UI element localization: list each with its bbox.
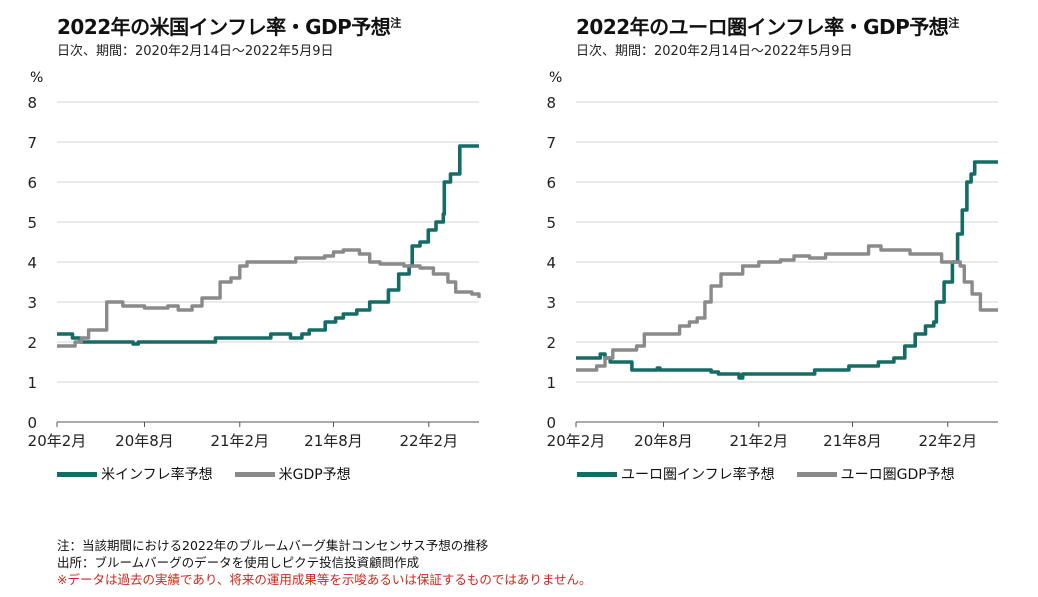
x-tick-label: 20年8月 xyxy=(634,432,693,450)
y-tick-label: 2 xyxy=(27,334,37,352)
us-chart-plot: 0 1 2 3 4 5 6 7 8 20年2月 20年8月 21年2月 21年8月 22年2月 xyxy=(27,94,481,450)
legend-item: ユーロ圏インフレ率予想 xyxy=(577,464,775,484)
footnotes: 注：当該期間における2022年のブルームバーグ集計コンセンサス予想の推移 出所：… xyxy=(57,537,591,588)
chart-title: 2022年のユーロ圏インフレ率・GDP予想注 xyxy=(576,15,959,39)
x-tick-label: 20年2月 xyxy=(28,432,87,450)
y-axis-unit: % xyxy=(30,70,44,86)
legend-label: 米GDP予想 xyxy=(278,467,351,483)
chart-subtitle: 日次、期間：2020年2月14日～2022年5月9日 xyxy=(57,44,334,59)
y-tick-label: 7 xyxy=(546,134,556,152)
y-tick-label: 8 xyxy=(27,94,37,112)
y-tick-label: 5 xyxy=(546,214,556,232)
legend-label: ユーロ圏インフレ率予想 xyxy=(621,467,775,483)
legend-label: 米インフレ率予想 xyxy=(101,467,213,483)
y-axis-unit: % xyxy=(549,70,563,86)
x-tick-label: 20年8月 xyxy=(115,432,174,450)
y-tick-label: 4 xyxy=(546,254,556,272)
gdp-forecast-line xyxy=(576,244,998,372)
y-tick-label: 4 xyxy=(27,254,37,272)
title-note-mark: 注 xyxy=(948,16,959,30)
eurozone-chart-plot: 0 1 2 3 4 5 6 7 8 20年2月 20年8月 21年2月 21年8月 22年2月 xyxy=(546,94,998,450)
y-tick-label: 0 xyxy=(27,414,37,432)
x-tick-label: 21年8月 xyxy=(823,432,882,450)
y-tick-label: 1 xyxy=(546,374,556,392)
legend-swatch xyxy=(577,471,617,477)
y-tick-label: 7 xyxy=(27,134,37,152)
legend-item: 米GDP予想 xyxy=(234,464,351,484)
y-tick-label: 3 xyxy=(27,294,37,312)
footnote-note: 注：当該期間における2022年のブルームバーグ集計コンセンサス予想の推移 xyxy=(57,538,489,553)
footnote-source: 出所：ブルームバーグのデータを使用しピクテ投信投資顧問作成 xyxy=(57,555,420,570)
footnote-disclaimer: ※データは過去の実績であり、将来の運用成果等を示唆あるいは保証するものではありま… xyxy=(57,572,592,587)
gdp-forecast-line xyxy=(57,248,481,348)
x-tick-label: 21年8月 xyxy=(304,432,363,450)
y-tick-label: 3 xyxy=(546,294,556,312)
legend-swatch xyxy=(57,471,97,477)
chart-legend: ユーロ圏インフレ率予想 ユーロ圏GDP予想 xyxy=(577,464,977,484)
legend-item: ユーロ圏GDP予想 xyxy=(796,464,955,484)
x-tick-label: 21年2月 xyxy=(210,432,269,450)
us-chart-panel: 2022年の米国インフレ率・GDP予想注 日次、期間：2020年2月14日～20… xyxy=(0,0,519,500)
x-tick-label: 21年2月 xyxy=(729,432,788,450)
y-tick-label: 5 xyxy=(27,214,37,232)
inflation-forecast-line xyxy=(57,144,479,346)
y-tick-label: 0 xyxy=(546,414,556,432)
x-tick-label: 22年2月 xyxy=(918,432,977,450)
y-tick-label: 8 xyxy=(546,94,556,112)
title-note-mark: 注 xyxy=(390,16,401,30)
y-tick-label: 1 xyxy=(27,374,37,392)
legend-swatch xyxy=(796,471,837,477)
x-tick-label: 22年2月 xyxy=(399,432,458,450)
legend-label: ユーロ圏GDP予想 xyxy=(840,467,955,483)
chart-title: 2022年の米国インフレ率・GDP予想注 xyxy=(57,15,401,39)
y-tick-label: 6 xyxy=(27,174,37,192)
chart-subtitle: 日次、期間：2020年2月14日～2022年5月9日 xyxy=(576,44,853,59)
y-tick-label: 6 xyxy=(546,174,556,192)
eurozone-chart-panel: 2022年のユーロ圏インフレ率・GDP予想注 日次、期間：2020年2月14日～… xyxy=(519,0,1038,500)
legend-swatch xyxy=(234,471,275,477)
x-tick-label: 20年2月 xyxy=(547,432,606,450)
legend-item: 米インフレ率予想 xyxy=(57,464,213,484)
chart-legend: 米インフレ率予想 米GDP予想 xyxy=(57,464,373,484)
y-tick-label: 2 xyxy=(546,334,556,352)
